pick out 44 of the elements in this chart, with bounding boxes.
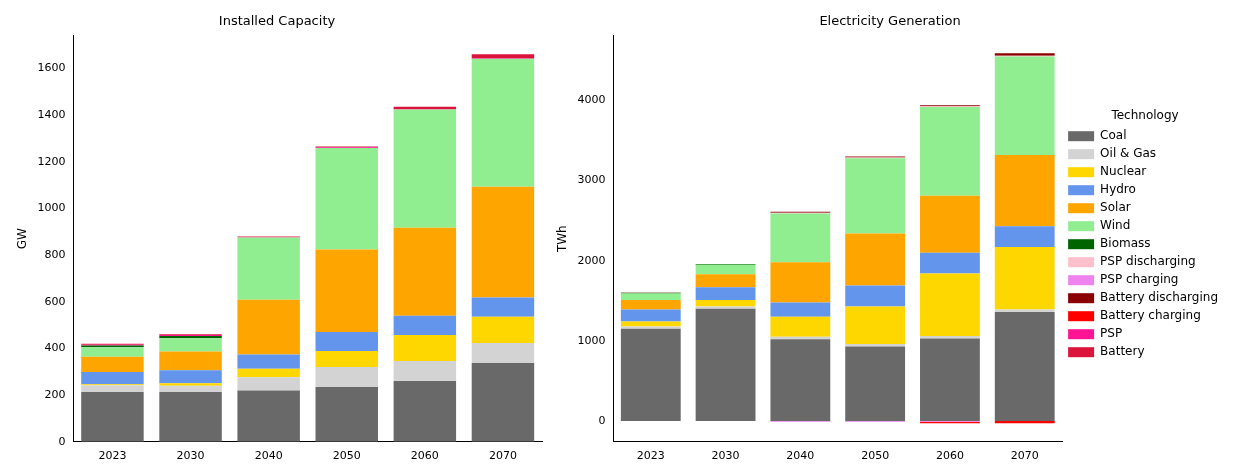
legend-label: Battery charging <box>1100 308 1201 323</box>
x-tick-label: 2040 <box>254 449 283 463</box>
x-tick-label: 2023 <box>98 449 127 463</box>
y-tick-label: 1400 <box>37 107 66 121</box>
legend-label: Biomass <box>1100 236 1151 251</box>
y-tick-label: 0 <box>58 434 66 448</box>
x-tick-label: 2040 <box>786 449 815 463</box>
x-tick-label: 2070 <box>488 449 517 463</box>
y-tick-label: 1000 <box>37 201 66 215</box>
legend-label: PSP <box>1100 326 1123 341</box>
y-axis-title: GW <box>15 227 30 250</box>
legend-label: Oil & Gas <box>1100 146 1157 161</box>
y-tick-label: 3000 <box>577 173 606 187</box>
y-tick-label: 4000 <box>577 93 606 107</box>
x-tick-label: 2030 <box>711 449 740 463</box>
legend-label: PSP discharging <box>1100 254 1196 269</box>
y-tick-label: 800 <box>44 247 66 261</box>
legend-title: Technology <box>1110 107 1179 122</box>
legend-label: PSP charging <box>1100 272 1179 287</box>
y-axis-title: TWh <box>555 225 570 254</box>
y-tick-label: 2000 <box>577 253 606 267</box>
legend-label: Nuclear <box>1100 164 1147 179</box>
chart-title: Electricity Generation <box>819 13 961 29</box>
legend-label: Coal <box>1100 128 1127 143</box>
legend-label: Battery <box>1100 344 1145 359</box>
legend-label: Solar <box>1100 200 1131 215</box>
y-tick-label: 1200 <box>37 154 66 168</box>
chart-title: Installed Capacity <box>218 13 336 29</box>
y-tick-label: 400 <box>44 341 66 355</box>
y-tick-label: 1600 <box>37 61 66 75</box>
legend-label: Hydro <box>1100 182 1136 197</box>
x-tick-label: 2060 <box>935 449 964 463</box>
legend-label: Battery discharging <box>1100 290 1219 305</box>
legend-label: Wind <box>1100 218 1131 233</box>
x-tick-label: 2050 <box>332 449 361 463</box>
y-tick-label: 0 <box>598 413 606 427</box>
x-tick-label: 2030 <box>176 449 205 463</box>
y-tick-label: 600 <box>44 294 66 308</box>
x-tick-label: 2060 <box>410 449 439 463</box>
x-tick-label: 2050 <box>861 449 890 463</box>
x-tick-label: 2070 <box>1010 449 1039 463</box>
y-tick-label: 1000 <box>577 333 606 347</box>
y-tick-label: 200 <box>44 387 66 401</box>
x-tick-label: 2023 <box>636 449 665 463</box>
